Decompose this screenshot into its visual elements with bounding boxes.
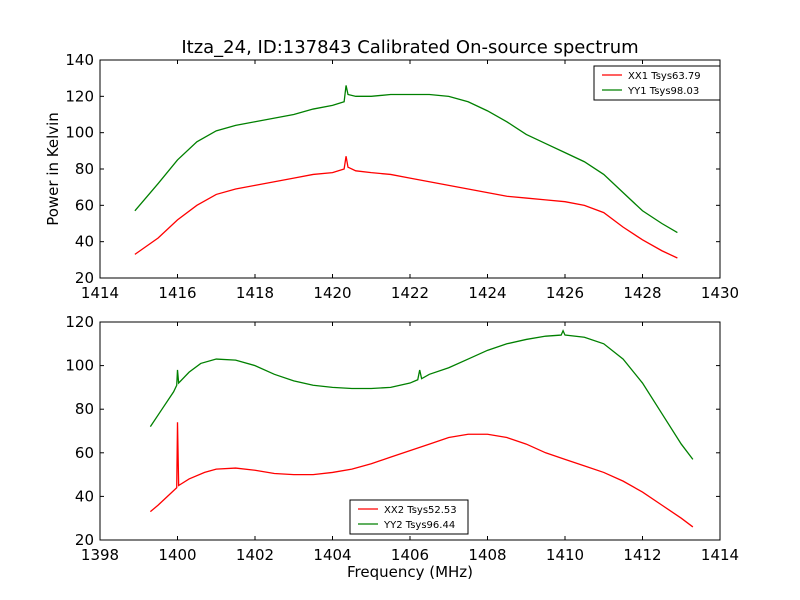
y-tick-label: 120 — [65, 87, 94, 105]
x-tick-label: 1430 — [701, 284, 739, 302]
y-tick-label: 120 — [65, 313, 94, 331]
x-tick-label: 1400 — [158, 546, 196, 564]
x-tick-label: 1408 — [468, 546, 506, 564]
y-tick-label: 60 — [75, 444, 94, 462]
x-tick-label: 1410 — [546, 546, 584, 564]
x-tick-label: 1404 — [313, 546, 351, 564]
x-tick-label: 1416 — [158, 284, 196, 302]
x-tick-label: 1402 — [236, 546, 274, 564]
y-tick-label: 40 — [75, 487, 94, 505]
x-tick-label: 1398 — [81, 546, 119, 564]
legend-box — [593, 65, 721, 101]
x-tick-label: 1414 — [701, 546, 739, 564]
y-tick-label: 20 — [75, 531, 94, 549]
x-tick-label: 1406 — [391, 546, 429, 564]
legend: XX2 Tsys52.53 YY2 Tsys96.44 — [349, 499, 469, 535]
y-tick-label: 80 — [75, 160, 94, 178]
chart-title: Itza_24, ID:137843 Calibrated On-source … — [181, 37, 638, 58]
x-tick-label: 1414 — [81, 284, 119, 302]
y-tick-label: 140 — [65, 51, 94, 69]
x-tick-label: 1420 — [313, 284, 351, 302]
x-tick-label: 1418 — [236, 284, 274, 302]
series-line-xx1 — [134, 156, 678, 259]
bottom-panel: 1398 1400 1402 1404 1406 1408 1410 1412 1414 20 40… — [65, 313, 739, 564]
legend-label: XX1 Tsys63.79 — [628, 71, 701, 82]
legend-label: XX2 Tsys52.53 — [384, 505, 457, 516]
legend-label: YY2 Tsys96.44 — [383, 520, 455, 531]
x-tick-label: 1422 — [391, 284, 429, 302]
x-tick-label: 1428 — [623, 284, 661, 302]
y-axis-label: Power in Kelvin — [44, 112, 62, 226]
x-tick-label: 1412 — [623, 546, 661, 564]
y-tick-label: 100 — [65, 124, 94, 142]
y-tick-label: 60 — [75, 196, 94, 214]
x-tick-label: 1426 — [546, 284, 584, 302]
x-axis-label: Frequency (MHz) — [347, 563, 473, 581]
top-panel: 1414 1416 1418 1420 1422 1424 1426 1428 1430 20 40… — [65, 51, 739, 302]
legend-label: YY1 Tsys98.03 — [627, 86, 699, 97]
y-tick-label: 80 — [75, 400, 94, 418]
series-line-xx2 — [149, 422, 694, 528]
x-tick-label: 1424 — [468, 284, 506, 302]
y-tick-label: 100 — [65, 357, 94, 375]
series-line-yy1 — [134, 85, 678, 234]
y-tick-label: 20 — [75, 269, 94, 287]
legend-box — [349, 499, 469, 535]
series-line-yy2 — [149, 329, 694, 460]
y-tick-label: 40 — [75, 233, 94, 251]
legend: XX1 Tsys63.79 YY1 Tsys98.03 — [593, 65, 721, 101]
